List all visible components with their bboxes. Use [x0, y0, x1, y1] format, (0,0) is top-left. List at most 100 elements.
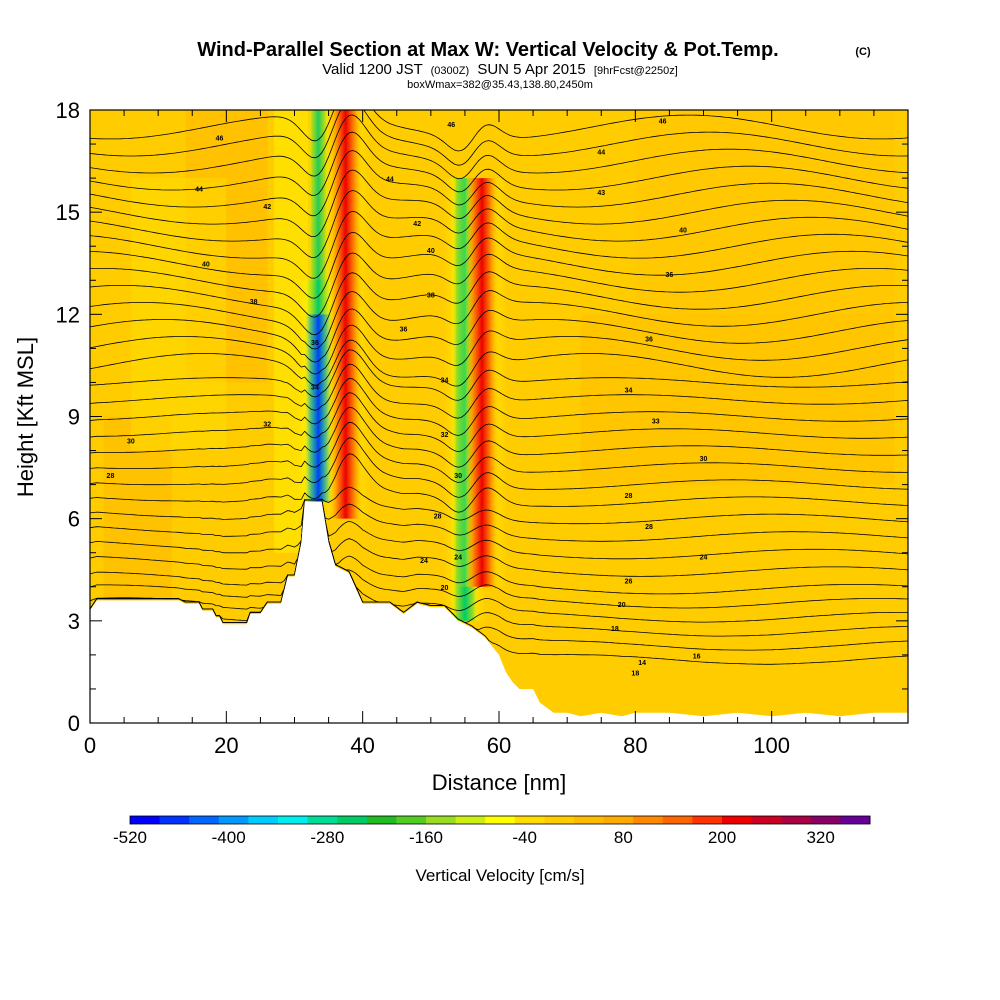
- colorbar-swatch: [692, 816, 723, 824]
- contour-label: 34: [441, 377, 449, 384]
- contour-label: 18: [611, 626, 619, 633]
- colorbar-tick-label: 80: [614, 828, 633, 847]
- field-core: [464, 178, 499, 587]
- colorbar-swatch: [781, 816, 812, 824]
- contour-label: 42: [263, 204, 271, 211]
- contour-label: 32: [263, 422, 271, 429]
- colorbar-swatch: [396, 816, 427, 824]
- contour-label: 38: [250, 299, 258, 306]
- isentrope-line: [90, 190, 908, 258]
- colorbar: -520 -400 -280 -160 -40 80 200 320: [113, 815, 871, 847]
- contour-label: 34: [311, 384, 319, 391]
- terrain: [90, 501, 908, 723]
- isentrope-line: [90, 131, 908, 196]
- contour-label: 20: [618, 602, 626, 609]
- colorbar-swatch: [337, 816, 368, 824]
- y-tick-label: 12: [56, 302, 80, 327]
- field-patch: [130, 178, 227, 451]
- contour-label: 24: [700, 555, 708, 562]
- colorbar-tick-label: 200: [708, 828, 736, 847]
- valid-date: SUN 5 Apr 2015: [477, 61, 585, 78]
- contour-label: 40: [427, 248, 435, 255]
- forecast-info: [9hrFcst@2250z]: [594, 65, 678, 77]
- terrain-mask: [90, 501, 908, 723]
- y-tick-label: 9: [68, 405, 80, 430]
- colorbar-swatch: [307, 816, 338, 824]
- x-tick-label: 80: [623, 733, 647, 758]
- x-tick-label: 40: [350, 733, 374, 758]
- isentrope-line: [90, 308, 908, 363]
- contour-label: 38: [427, 292, 435, 299]
- y-axis-label: Height [Kft MSL]: [13, 337, 38, 497]
- colorbar-swatch: [455, 816, 486, 824]
- isentrope-line: [90, 406, 908, 468]
- field-patch: [580, 314, 895, 485]
- contour-label: 42: [413, 221, 421, 228]
- contour-label: 20: [441, 585, 449, 592]
- contour-label: 14: [638, 660, 646, 667]
- contour-label: 28: [625, 493, 633, 500]
- contour-label: 46: [659, 119, 667, 126]
- contour-label: 36: [666, 272, 674, 279]
- isentrope-line: [90, 169, 908, 237]
- colorbar-swatch: [662, 816, 693, 824]
- x-axis-label: Distance [nm]: [432, 770, 567, 795]
- isentrope-line: [90, 231, 908, 299]
- x-axis: 0 20 40 60 80 100: [84, 110, 909, 758]
- isentrope-line: [90, 453, 908, 513]
- contour-label: 16: [693, 653, 701, 660]
- contour-label: 30: [700, 456, 708, 463]
- field-patch: [635, 110, 895, 315]
- colorbar-swatch: [248, 816, 279, 824]
- isentrope-line: [90, 486, 908, 525]
- contour-label: 33: [652, 418, 660, 425]
- contour-label: 43: [597, 190, 605, 197]
- colorbar-tick-label: -400: [212, 828, 246, 847]
- colorbar-swatch: [603, 816, 634, 824]
- y-tick-label: 18: [56, 98, 80, 123]
- isentrope-line: [90, 421, 908, 483]
- x-tick-label: 0: [84, 733, 96, 758]
- colorbar-tick-label: -160: [409, 828, 443, 847]
- contour-label: 36: [311, 340, 319, 347]
- colorbar-swatch: [366, 816, 397, 824]
- isentrope-contours: [90, 110, 908, 665]
- isentrope-line: [90, 210, 908, 279]
- colorbar-swatch: [751, 816, 782, 824]
- colorbar-swatch: [810, 816, 841, 824]
- isentrope-line: [90, 114, 908, 180]
- colorbar-tick-label: -520: [113, 828, 147, 847]
- colorbar-swatch: [574, 816, 605, 824]
- contour-labels: 46 46 46 44 44 44 43 42 42 40 40 40 36 38 38 36 36 36 34 34…: [107, 119, 708, 678]
- isentrope-line: [90, 349, 908, 401]
- contour-label: 26: [625, 578, 633, 585]
- isentrope-line: [90, 499, 908, 651]
- y-tick-label: 6: [68, 507, 80, 532]
- x-tick-label: 60: [487, 733, 511, 758]
- colorbar-swatch: [544, 816, 575, 824]
- contour-label: 44: [195, 187, 203, 194]
- colorbar-swatch: [840, 816, 871, 824]
- isentrope-line: [90, 499, 908, 637]
- isentrope-line: [90, 110, 908, 152]
- colorbar-swatch: [633, 816, 664, 824]
- x-tick-label: 20: [214, 733, 238, 758]
- isentrope-line: [90, 363, 908, 419]
- y-tick-label: 3: [68, 609, 80, 634]
- downdraft-upper: [308, 110, 329, 315]
- contour-label: 34: [625, 388, 633, 395]
- colorbar-swatch: [485, 816, 516, 824]
- contour-label: 46: [447, 122, 455, 129]
- colorbar-tick-label: 320: [806, 828, 834, 847]
- valid-prefix: Valid 1200 JST: [322, 61, 422, 78]
- y-tick-label: 15: [56, 200, 80, 225]
- contour-label: 44: [386, 177, 394, 184]
- colorbar-label: Vertical Velocity [cm/s]: [415, 866, 584, 885]
- colorbar-swatch: [130, 816, 161, 824]
- colorbar-swatch: [426, 816, 457, 824]
- x-tick-label: 100: [753, 733, 790, 758]
- isentrope-line: [90, 499, 908, 560]
- isentrope-line: [90, 271, 908, 336]
